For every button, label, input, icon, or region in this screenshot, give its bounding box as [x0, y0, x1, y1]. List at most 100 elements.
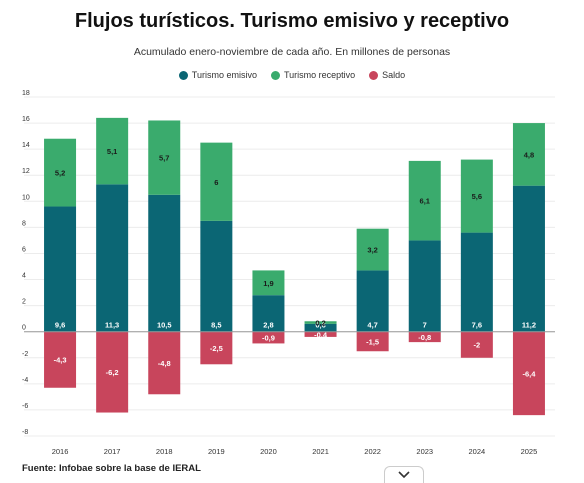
bar-saldo [408, 331, 441, 343]
data-label-emisivo: 4,7 [367, 321, 377, 330]
y-tick-label: 2 [22, 299, 26, 306]
bar-saldo [512, 331, 545, 416]
x-tick-label: 2016 [52, 447, 69, 456]
bar-emisivo [96, 184, 129, 332]
bar-receptivo [148, 120, 181, 195]
y-tick-label: 18 [22, 90, 30, 97]
data-label-emisivo: 7 [423, 321, 427, 330]
data-label-emisivo: 11,2 [522, 321, 536, 330]
y-tick-label: 16 [22, 116, 30, 123]
bar-emisivo [200, 220, 233, 332]
scroll-down-button[interactable] [384, 466, 424, 483]
bar-saldo [44, 331, 77, 388]
x-tick-label: 2018 [156, 447, 173, 456]
bar-saldo [304, 331, 337, 337]
x-tick-label: 2021 [312, 447, 329, 456]
data-label-emisivo: 11,3 [105, 321, 119, 330]
bar-receptivo [252, 270, 285, 296]
y-tick-label: -4 [22, 377, 28, 384]
chevron-down-icon [398, 471, 410, 479]
data-label-receptivo: 5,2 [55, 169, 65, 178]
data-label-saldo: -0,9 [262, 334, 275, 343]
data-label-saldo: -0,8 [418, 333, 431, 342]
x-tick-label: 2025 [521, 447, 538, 456]
legend-label-emisivo: Turismo emisivo [191, 70, 257, 80]
y-tick-label: 12 [22, 168, 30, 175]
bar-emisivo [356, 270, 389, 332]
data-label-emisivo: 8,5 [211, 321, 221, 330]
data-label-saldo: -2 [474, 341, 481, 350]
legend-swatch-receptivo [270, 70, 280, 80]
x-tick-label: 2019 [208, 447, 225, 456]
data-label-emisivo: 10,5 [157, 321, 172, 330]
x-tick-label: 2020 [260, 447, 277, 456]
bar-receptivo [512, 123, 545, 186]
bar-saldo [96, 331, 129, 413]
legend-item-receptivo[interactable]: Turismo receptivo [270, 70, 356, 80]
y-tick-label: 8 [22, 220, 26, 227]
data-label-receptivo: 5,1 [107, 147, 117, 156]
legend-item-emisivo[interactable]: Turismo emisivo [178, 70, 257, 80]
data-label-receptivo: 1,9 [263, 279, 273, 288]
bar-saldo [252, 331, 285, 344]
y-tick-label: -2 [22, 351, 28, 358]
y-tick-label: 14 [22, 142, 30, 149]
legend-swatch-emisivo [178, 70, 188, 80]
bar-receptivo [356, 228, 389, 271]
y-tick-label: 4 [22, 273, 26, 280]
chart-title: Flujos turísticos. Turismo emisivo y rec… [74, 10, 510, 32]
data-label-receptivo: 6 [214, 178, 218, 187]
legend: Turismo emisivo Turismo receptivo Saldo [0, 70, 584, 80]
legend-label-receptivo: Turismo receptivo [283, 70, 356, 80]
y-tick-label: 0 [22, 325, 26, 332]
data-label-receptivo: 3,2 [367, 246, 377, 255]
bar-receptivo [408, 160, 441, 241]
bar-emisivo [460, 232, 493, 332]
data-label-receptivo: 5,6 [472, 192, 482, 201]
data-label-receptivo: 6,1 [420, 197, 430, 206]
y-tick-label: 6 [22, 246, 26, 253]
data-label-receptivo: 0,2 [315, 319, 325, 328]
x-tick-label: 2024 [469, 447, 486, 456]
bar-emisivo [408, 240, 441, 332]
bar-receptivo [460, 159, 493, 233]
bar-receptivo [44, 138, 77, 207]
bar-receptivo [96, 117, 129, 185]
legend-label-saldo: Saldo [382, 70, 406, 80]
data-label-saldo: -0,4 [314, 330, 328, 339]
data-label-saldo: -6,4 [522, 369, 536, 378]
bar-saldo [356, 331, 389, 352]
y-tick-label: -6 [22, 403, 28, 410]
data-label-receptivo: 5,7 [159, 154, 169, 163]
data-label-receptivo: 4,8 [524, 150, 534, 159]
legend-item-saldo[interactable]: Saldo [369, 70, 405, 80]
data-label-saldo: -4,8 [158, 359, 171, 368]
x-tick-label: 2017 [104, 447, 121, 456]
x-tick-label: 2022 [364, 447, 381, 456]
data-label-saldo: -4,3 [54, 356, 67, 365]
y-tick-label: 10 [22, 194, 30, 201]
data-label-emisivo: 9,6 [55, 321, 65, 330]
bar-emisivo [512, 185, 545, 332]
bar-saldo [148, 331, 181, 395]
legend-swatch-saldo [369, 70, 379, 80]
data-label-saldo: -2,5 [210, 344, 223, 353]
bar-receptivo [304, 321, 337, 324]
y-tick-label: -8 [22, 429, 28, 436]
data-label-emisivo: 7,6 [472, 321, 482, 330]
bar-emisivo [148, 194, 181, 332]
data-label-saldo: -6,2 [106, 368, 119, 377]
bar-emisivo [252, 295, 285, 332]
data-label-emisivo: 2,8 [263, 321, 273, 330]
source-note: Fuente: Infobae sobre la base de IERAL [22, 463, 201, 474]
data-label-saldo: -1,5 [366, 337, 379, 346]
chart-subtitle: Acumulado enero-noviembre de cada año. E… [133, 46, 451, 58]
bar-receptivo [200, 142, 233, 221]
bar-saldo [200, 331, 233, 365]
bar-emisivo [44, 206, 77, 332]
bar-saldo [460, 331, 493, 358]
bar-emisivo [304, 323, 337, 332]
data-label-emisivo: 0,6 [315, 321, 325, 330]
x-tick-label: 2023 [416, 447, 433, 456]
